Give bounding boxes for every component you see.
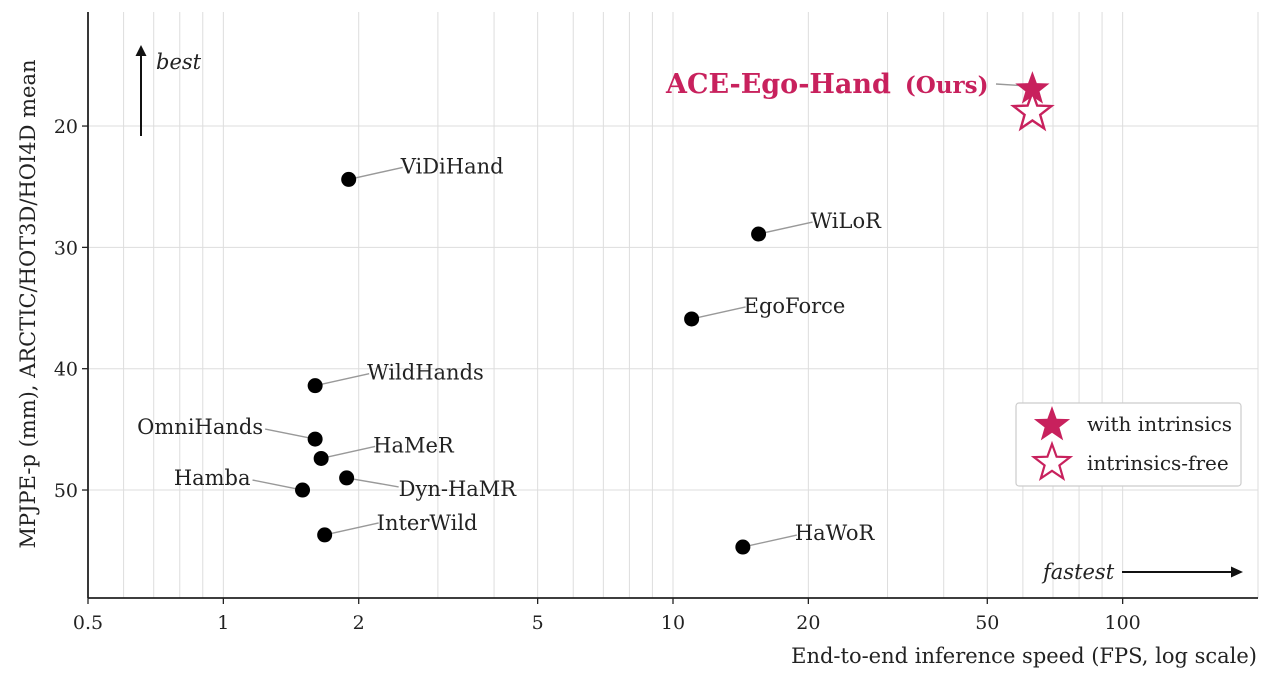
tick-labels: 0.5 1 2 5 10 20 50 100 20 30 40 50 [54, 116, 1141, 634]
point-label: WiLoR [811, 209, 883, 233]
legend: with intrinsics intrinsics-free [1015, 402, 1242, 487]
legend-box [1015, 402, 1242, 487]
y-tick-label: 20 [54, 116, 78, 138]
x-tick-label: 0.5 [73, 612, 103, 634]
x-tick-label: 20 [796, 612, 820, 634]
star-intrinsics-free [1010, 88, 1055, 132]
x-tick-label: 5 [532, 612, 544, 634]
legend-label-with-intrinsics: with intrinsics [1087, 412, 1232, 436]
leader-line [320, 445, 376, 460]
fastest-label: fastest [1041, 560, 1115, 584]
y-tick-label: 50 [54, 480, 78, 502]
point-hawor [735, 539, 751, 555]
leader-line [252, 479, 303, 491]
point-label: Hamba [174, 466, 251, 490]
leader-line [742, 534, 797, 548]
legend-label-intrinsics-free: intrinsics-free [1087, 451, 1229, 475]
y-axis-title: MPJPE-p (mm), ARCTIC/HOT3D/HOI4D mean [16, 59, 40, 548]
leader-line [348, 166, 403, 181]
legend-markers [1030, 406, 1074, 482]
point-wilor [751, 226, 767, 242]
best-label: best [156, 50, 202, 74]
x-tick-label: 2 [353, 612, 365, 634]
point-vidihand [341, 171, 357, 187]
point-hamer [313, 450, 329, 466]
x-tick-label: 10 [661, 612, 685, 634]
grid-lines [87, 12, 1259, 598]
point-omnihands [307, 431, 323, 447]
leader-line [758, 221, 813, 235]
point-dyn-hamr [339, 470, 355, 486]
leader-line [324, 522, 379, 536]
star-with-intrinsics [1015, 71, 1050, 104]
y-tick-label: 40 [54, 359, 78, 381]
point-label: InterWild [377, 511, 478, 535]
ours-annotation: ACE-Ego-Hand (Ours) [665, 69, 1055, 132]
point-wildhands [307, 378, 323, 394]
leader-line [346, 477, 399, 488]
legend-star-hollow [1030, 440, 1074, 482]
best-annotation: best [135, 45, 202, 136]
fastest-arrow-head [1231, 566, 1243, 578]
point-label: WildHands [367, 361, 484, 385]
point-label: ViDiHand [400, 154, 504, 178]
point-label: OmniHands [137, 415, 263, 439]
fastest-annotation: fastest [1041, 560, 1243, 584]
point-label: HaMeR [373, 433, 455, 457]
ours-name: ACE-Ego-Hand [665, 69, 891, 100]
point-label: HaWoR [795, 521, 876, 545]
point-label: Dyn-HaMR [399, 477, 518, 501]
data-points: ViDiHand WiLoR EgoForce WildHands OmniHands H… [137, 154, 883, 555]
legend-star-filled [1033, 406, 1071, 441]
x-tick-label: 50 [975, 612, 999, 634]
ours-label: ACE-Ego-Hand (Ours) [665, 69, 989, 100]
point-label: EgoForce [744, 294, 846, 318]
leader-line [314, 372, 370, 387]
best-arrow-head [135, 45, 147, 56]
ours-suffix: (Ours) [905, 72, 989, 99]
y-tick-label: 30 [54, 237, 78, 259]
point-egoforce [684, 311, 700, 327]
leader-line [691, 306, 746, 320]
x-tick-label: 100 [1105, 612, 1141, 634]
x-tick-label: 1 [217, 612, 229, 634]
point-interwild [317, 527, 333, 543]
point-hamba [295, 482, 311, 498]
x-axis-title: End-to-end inference speed (FPS, log sca… [791, 644, 1257, 668]
leader-line [265, 428, 316, 440]
